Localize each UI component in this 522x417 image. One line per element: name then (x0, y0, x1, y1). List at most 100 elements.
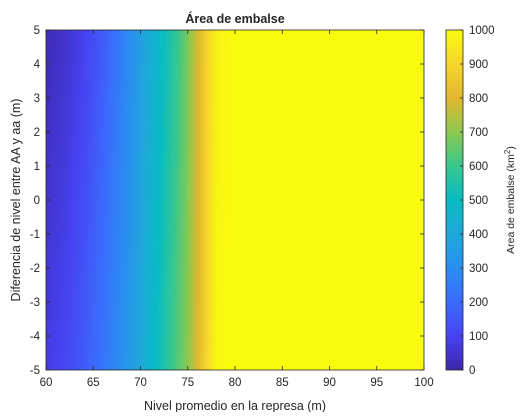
heatmap-cell (53, 149, 57, 167)
heatmap-cell (294, 200, 298, 218)
heatmap-cell (64, 166, 68, 184)
heatmap-cell (353, 200, 357, 218)
heatmap-cell (317, 285, 321, 303)
heatmap-cell (414, 251, 418, 269)
heatmap-cell (329, 115, 333, 133)
heatmap-cell (201, 200, 205, 218)
heatmap-cell (364, 81, 368, 99)
heatmap-cell (256, 353, 260, 370)
heatmap-cell (126, 319, 130, 337)
heatmap-cell (379, 200, 383, 218)
heatmap-cell (338, 132, 342, 150)
heatmap-cell (405, 200, 409, 218)
heatmap-cell (216, 166, 220, 184)
heatmap-cell (362, 302, 366, 320)
heatmap-cell (97, 353, 101, 370)
heatmap-cell (69, 319, 73, 337)
heatmap-cell (112, 268, 116, 286)
y-tick-label: -5 (30, 365, 40, 377)
heatmap-cell (64, 149, 68, 167)
heatmap-cell (367, 319, 371, 337)
heatmap-cell (357, 285, 361, 303)
heatmap-cell (305, 268, 309, 286)
heatmap-cell (419, 149, 423, 167)
heatmap-cell (60, 234, 64, 252)
heatmap-cell (107, 336, 111, 354)
heatmap-cell (112, 81, 116, 99)
heatmap-cell (79, 64, 83, 82)
heatmap-cell (154, 217, 158, 235)
heatmap-cell (102, 81, 106, 99)
heatmap-cell (379, 47, 383, 65)
heatmap-cell (135, 183, 139, 201)
heatmap-cell (246, 183, 250, 201)
heatmap-cell (232, 166, 236, 184)
heatmap-cell (209, 217, 212, 235)
heatmap-cell (123, 234, 127, 252)
heatmap-cell (301, 353, 305, 370)
heatmap-cell (331, 47, 335, 65)
heatmap-cell (334, 336, 338, 354)
heatmap-cell (301, 251, 305, 269)
heatmap-cell (95, 98, 99, 116)
heatmap-cell (194, 285, 198, 303)
heatmap-cell (251, 200, 255, 218)
heatmap-cell (235, 217, 238, 235)
heatmap-cell (223, 251, 227, 269)
heatmap-cell (327, 200, 331, 218)
heatmap-cell (390, 132, 394, 150)
heatmap-cell (279, 234, 283, 252)
heatmap-cell (275, 319, 279, 337)
heatmap-cell (88, 200, 92, 218)
heatmap-cell (159, 183, 163, 201)
heatmap-cell (350, 234, 354, 252)
heatmap-cell (62, 166, 66, 184)
heatmap-cell (90, 200, 94, 218)
heatmap-cell (60, 353, 64, 370)
heatmap-cell (95, 217, 99, 235)
heatmap-cell (310, 302, 314, 320)
heatmap-cell (105, 98, 109, 116)
heatmap-cell (105, 132, 109, 150)
heatmap-cell (296, 319, 300, 337)
heatmap-cell (386, 251, 390, 269)
heatmap-cell (395, 234, 399, 252)
heatmap-cell (331, 285, 335, 303)
heatmap-cell (355, 132, 359, 150)
heatmap-cell (135, 285, 139, 303)
heatmap-cell (138, 234, 142, 252)
heatmap-cell (310, 251, 314, 269)
heatmap-cell (112, 353, 116, 370)
heatmap-cell (126, 149, 130, 167)
heatmap-cell (239, 217, 243, 235)
heatmap-cell (334, 30, 338, 48)
heatmap-cell (270, 251, 274, 269)
heatmap-cell (383, 64, 387, 82)
heatmap-cell (388, 64, 392, 82)
heatmap-cell (246, 319, 250, 337)
heatmap-cell (239, 98, 243, 116)
heatmap-cell (390, 30, 394, 48)
heatmap-cell (303, 149, 307, 167)
y-tick-label: 5 (34, 25, 40, 37)
heatmap-cell (107, 149, 111, 167)
heatmap-cell (83, 217, 87, 235)
heatmap-cell (265, 319, 269, 337)
heatmap-cell (268, 285, 272, 303)
heatmap-cell (220, 234, 224, 252)
heatmap-cell (386, 234, 390, 252)
heatmap-cell (235, 132, 238, 150)
heatmap-cell (374, 336, 378, 354)
heatmap-cell (367, 217, 371, 235)
heatmap-cell (67, 81, 71, 99)
heatmap-cell (209, 234, 212, 252)
heatmap-cell (218, 336, 222, 354)
heatmap-cell (232, 115, 236, 133)
heatmap-cell (379, 336, 383, 354)
heatmap-cell (372, 115, 375, 133)
heatmap-cell (419, 47, 423, 65)
heatmap-cell (114, 285, 118, 303)
heatmap-cell (119, 166, 123, 184)
heatmap-cell (341, 115, 345, 133)
heatmap-cell (362, 217, 366, 235)
